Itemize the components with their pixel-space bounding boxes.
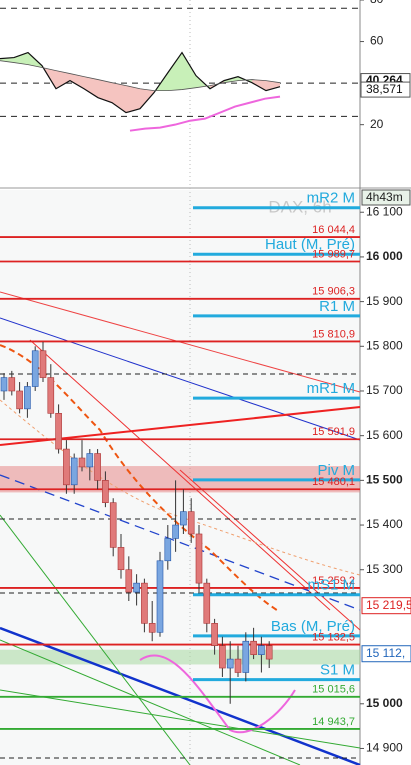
value-box [360, 81, 411, 98]
candle-body [164, 538, 172, 562]
y-tick-label: 15 800 [366, 338, 403, 352]
level-label: 15 132,5 [312, 631, 355, 643]
candle-body [211, 623, 218, 646]
price-box-label: 15 219,5 [366, 598, 411, 612]
level-label: 15 591,9 [312, 426, 355, 438]
osc-fill [126, 85, 140, 113]
y-tick-label: 60 [370, 34, 384, 48]
candle-body [219, 645, 226, 669]
candle-body [39, 350, 47, 378]
candle-body [148, 623, 156, 633]
level-label: S1 M [320, 662, 355, 679]
y-tick-label: 15 300 [366, 562, 403, 576]
candle-body [94, 453, 101, 481]
osc-fill [252, 79, 266, 91]
candle-body [180, 511, 187, 526]
candle-body [24, 386, 31, 410]
price-box [361, 597, 411, 615]
level-label: mS1 M [307, 577, 355, 594]
trend-line [0, 689, 361, 749]
osc-fill [56, 70, 70, 89]
trend-line [0, 317, 361, 441]
y-tick-label: 80 [370, 0, 384, 6]
osc-fill [266, 80, 280, 91]
candle-body [133, 582, 140, 593]
candle-body [47, 377, 55, 414]
osc-fill [84, 76, 98, 98]
candle-body [226, 658, 234, 669]
y-tick-label: 15 000 [366, 696, 403, 710]
y-tick-label: 15 900 [366, 294, 403, 308]
candle-body [0, 377, 8, 392]
trend-line [29, 339, 331, 611]
candle-body [109, 502, 117, 548]
candle-body [265, 645, 273, 660]
candle-body [117, 547, 125, 571]
osc-fill [140, 88, 154, 109]
countdown-box [361, 189, 411, 206]
level-label: 15 989,7 [312, 248, 355, 260]
candle-body [250, 640, 257, 655]
candle-body [195, 533, 203, 584]
osc-fill [98, 79, 112, 103]
band-curve [139, 654, 296, 734]
osc-line [129, 95, 281, 132]
candle-body [86, 453, 94, 468]
osc-fill [14, 52, 28, 65]
candle-body [203, 582, 211, 624]
level-label: 15 259,2 [312, 575, 355, 587]
y-tick-label: 15 500 [366, 473, 403, 487]
candle-body [31, 350, 39, 387]
y-tick-label: 20 [370, 117, 384, 131]
candle-body [234, 658, 242, 673]
candle-body [172, 524, 179, 539]
level-label: R1 M [319, 298, 355, 315]
osc-fill [168, 52, 182, 91]
candle-body [156, 560, 164, 633]
candle-body [70, 457, 78, 486]
osc-fill [112, 82, 126, 113]
y-tick-label: 15 400 [366, 517, 403, 531]
price-box-label: 15 112, [366, 646, 405, 660]
candle-body [187, 511, 195, 535]
y-tick-label: 14 900 [366, 741, 403, 755]
level-label: Bas (M, Pré) [271, 618, 355, 635]
osc-fill [182, 52, 196, 90]
candle-body [125, 569, 133, 593]
level-label: 15 480,1 [312, 476, 355, 488]
level-label: mR2 M [307, 190, 355, 207]
value-box-label: 38,571 [366, 82, 403, 96]
candle-body [63, 448, 70, 486]
osc-line [0, 60, 281, 91]
trend-line [179, 469, 361, 631]
y-tick-label: 15 600 [366, 428, 403, 442]
level-label: 15 015,6 [312, 684, 355, 696]
level-label: 16 044,4 [312, 224, 355, 236]
price-box [361, 645, 411, 663]
level-label: 14 943,7 [312, 716, 355, 728]
level-label: mR1 M [307, 380, 355, 397]
level-label: Piv M [318, 462, 356, 479]
y-tick-label: 16 100 [366, 204, 403, 218]
y-tick-label: 15 700 [366, 383, 403, 397]
candle-body [258, 645, 265, 655]
candle-body [102, 480, 109, 503]
candle-body [16, 390, 23, 410]
level-label: 15 906,3 [312, 286, 355, 298]
candle-body [78, 457, 86, 468]
candle-body [55, 413, 62, 450]
countdown: 4h43m [366, 190, 403, 204]
trend-line [0, 639, 301, 765]
trend-line [0, 514, 191, 765]
level-label: 15 810,9 [312, 328, 355, 340]
osc-line [0, 51, 281, 114]
y-tick-label: 16 000 [366, 249, 403, 263]
candle-body [8, 377, 16, 392]
level-label: Haut (M, Pré) [265, 236, 355, 253]
candle-body [242, 640, 250, 673]
osc-fill [70, 73, 84, 89]
moving-average [0, 399, 361, 576]
candle-body [141, 582, 148, 624]
